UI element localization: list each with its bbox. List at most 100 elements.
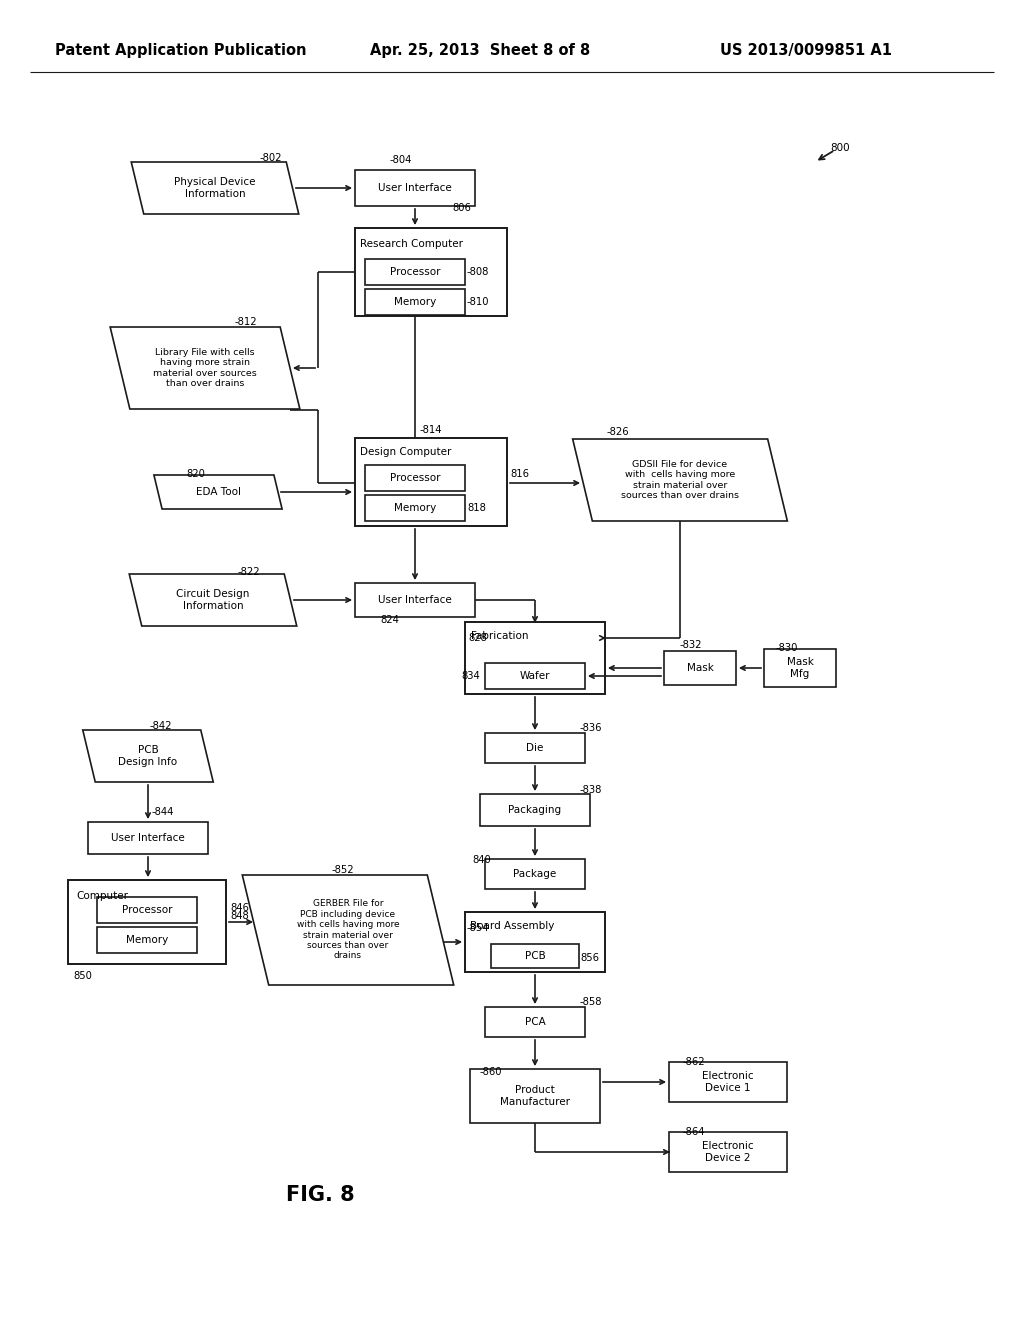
Text: Physical Device
Information: Physical Device Information xyxy=(174,177,256,199)
Bar xyxy=(764,649,836,686)
Bar xyxy=(68,880,226,964)
Text: -858: -858 xyxy=(580,997,602,1007)
Text: Mask
Mfg: Mask Mfg xyxy=(786,657,813,678)
Bar xyxy=(485,859,585,888)
Bar xyxy=(355,228,507,315)
Text: Product
Manufacturer: Product Manufacturer xyxy=(500,1085,570,1106)
Text: FIG. 8: FIG. 8 xyxy=(286,1185,354,1205)
Text: PCB
Design Info: PCB Design Info xyxy=(119,746,177,767)
Text: -862: -862 xyxy=(683,1057,706,1067)
Text: 824: 824 xyxy=(380,615,399,624)
Text: 846: 846 xyxy=(230,903,249,913)
Text: Processor: Processor xyxy=(122,906,172,915)
Bar xyxy=(669,1133,787,1172)
Text: -830: -830 xyxy=(776,643,799,653)
Polygon shape xyxy=(572,440,787,521)
Text: 818: 818 xyxy=(467,503,485,513)
Bar xyxy=(465,912,605,972)
Text: -860: -860 xyxy=(480,1067,503,1077)
Polygon shape xyxy=(83,730,213,781)
Text: Memory: Memory xyxy=(394,297,436,308)
Text: -832: -832 xyxy=(680,640,702,649)
Bar xyxy=(669,1063,787,1102)
Text: 828: 828 xyxy=(468,634,486,643)
Bar xyxy=(485,1007,585,1038)
Text: -822: -822 xyxy=(238,568,261,577)
Text: -852: -852 xyxy=(332,865,354,875)
Text: 800: 800 xyxy=(830,143,850,153)
Text: Computer: Computer xyxy=(76,891,128,902)
Bar xyxy=(480,795,590,826)
Bar xyxy=(355,438,507,525)
Bar xyxy=(485,733,585,763)
Text: 816: 816 xyxy=(510,469,529,479)
Polygon shape xyxy=(111,327,300,409)
Text: Electronic
Device 2: Electronic Device 2 xyxy=(702,1142,754,1163)
Text: -804: -804 xyxy=(390,154,413,165)
Text: 840: 840 xyxy=(472,855,490,865)
Text: Patent Application Publication: Patent Application Publication xyxy=(55,42,306,58)
Text: GDSII File for device
with  cells having more
strain material over
sources than : GDSII File for device with cells having … xyxy=(621,459,739,500)
Text: -814: -814 xyxy=(420,425,442,436)
Polygon shape xyxy=(129,574,297,626)
Bar xyxy=(88,822,208,854)
Text: Board Assembly: Board Assembly xyxy=(470,921,554,931)
Bar xyxy=(485,663,585,689)
Text: Wafer: Wafer xyxy=(520,671,550,681)
Text: Mask: Mask xyxy=(686,663,714,673)
Bar xyxy=(365,465,465,491)
Text: 856: 856 xyxy=(580,953,599,964)
Text: Memory: Memory xyxy=(394,503,436,513)
Text: -838: -838 xyxy=(580,785,602,795)
Bar xyxy=(490,944,579,968)
Text: Memory: Memory xyxy=(126,935,168,945)
Polygon shape xyxy=(154,475,282,510)
Text: Die: Die xyxy=(526,743,544,752)
Text: -854: -854 xyxy=(467,923,489,933)
Text: Packaging: Packaging xyxy=(509,805,561,814)
Text: Fabrication: Fabrication xyxy=(471,631,528,642)
Bar xyxy=(355,583,475,616)
Text: Research Computer: Research Computer xyxy=(360,239,463,249)
Text: Processor: Processor xyxy=(390,267,440,277)
Text: EDA Tool: EDA Tool xyxy=(196,487,241,498)
Polygon shape xyxy=(243,875,454,985)
Text: User Interface: User Interface xyxy=(112,833,185,843)
Text: Package: Package xyxy=(513,869,557,879)
Text: -826: -826 xyxy=(607,426,630,437)
Text: User Interface: User Interface xyxy=(378,595,452,605)
Bar xyxy=(465,622,605,694)
Polygon shape xyxy=(131,162,299,214)
Bar xyxy=(355,170,475,206)
Text: US 2013/0099851 A1: US 2013/0099851 A1 xyxy=(720,42,892,58)
Text: PCB: PCB xyxy=(524,950,546,961)
Text: Apr. 25, 2013  Sheet 8 of 8: Apr. 25, 2013 Sheet 8 of 8 xyxy=(370,42,590,58)
Text: Circuit Design
Information: Circuit Design Information xyxy=(176,589,250,611)
Text: User Interface: User Interface xyxy=(378,183,452,193)
Text: -802: -802 xyxy=(260,153,283,162)
Text: Electronic
Device 1: Electronic Device 1 xyxy=(702,1072,754,1093)
Bar xyxy=(470,1069,600,1123)
Text: GERBER File for
PCB including device
with cells having more
strain material over: GERBER File for PCB including device wit… xyxy=(297,899,399,961)
Bar xyxy=(365,495,465,521)
Text: PCA: PCA xyxy=(524,1016,546,1027)
Bar xyxy=(664,651,736,685)
Text: -844: -844 xyxy=(152,807,174,817)
Text: Library File with cells
having more strain
material over sources
than over drain: Library File with cells having more stra… xyxy=(154,348,257,388)
Text: 806: 806 xyxy=(452,203,471,213)
Bar xyxy=(365,289,465,315)
Text: Design Computer: Design Computer xyxy=(360,447,452,457)
Text: 834: 834 xyxy=(461,671,480,681)
Text: Processor: Processor xyxy=(390,473,440,483)
Text: -842: -842 xyxy=(150,721,172,731)
Text: 820: 820 xyxy=(186,469,205,479)
Bar xyxy=(97,927,197,953)
Text: -810: -810 xyxy=(467,297,489,308)
Bar xyxy=(365,259,465,285)
Text: 850: 850 xyxy=(73,972,92,981)
Text: -864: -864 xyxy=(683,1127,706,1137)
Text: -812: -812 xyxy=(234,317,258,327)
Bar xyxy=(97,898,197,923)
Text: 848: 848 xyxy=(230,911,249,921)
Text: -836: -836 xyxy=(580,723,602,733)
